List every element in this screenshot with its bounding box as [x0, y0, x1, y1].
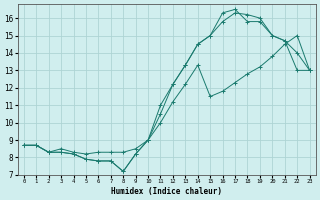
X-axis label: Humidex (Indice chaleur): Humidex (Indice chaleur) [111, 187, 222, 196]
